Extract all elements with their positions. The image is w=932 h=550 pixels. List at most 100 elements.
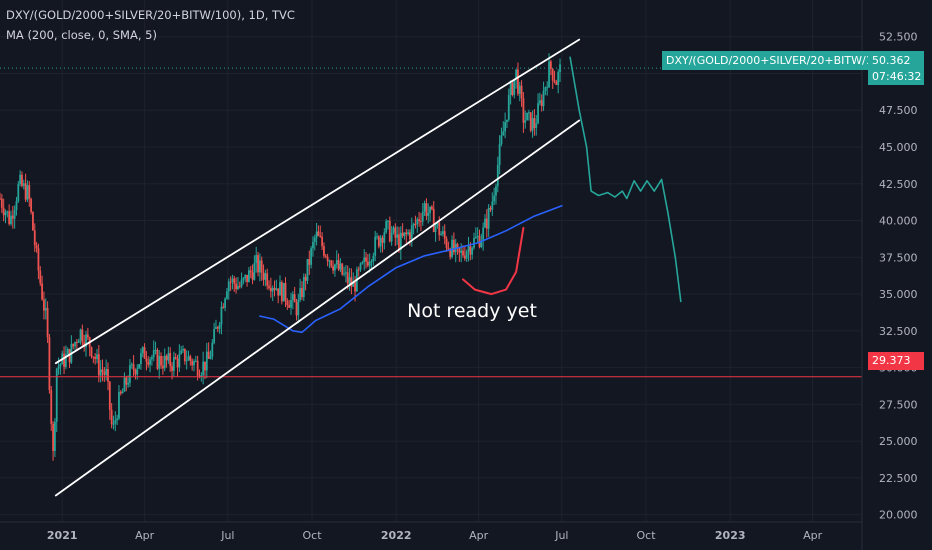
candle-body[interactable] xyxy=(127,382,130,385)
candle-body[interactable] xyxy=(474,236,477,239)
candle-body[interactable] xyxy=(387,220,389,222)
candle-body[interactable] xyxy=(138,364,140,369)
candle-body[interactable] xyxy=(147,361,150,365)
candle-body[interactable] xyxy=(152,350,155,358)
candle-body[interactable] xyxy=(119,391,122,394)
candle-body[interactable] xyxy=(248,270,250,283)
candle-body[interactable] xyxy=(171,366,173,371)
candle-body[interactable] xyxy=(227,281,230,292)
candle-body[interactable] xyxy=(202,361,205,376)
candle-body[interactable] xyxy=(297,299,300,316)
candle-body[interactable] xyxy=(54,421,56,451)
candle-body[interactable] xyxy=(163,355,166,369)
candle-body[interactable] xyxy=(507,95,510,120)
candle-body[interactable] xyxy=(414,223,417,225)
candle-body[interactable] xyxy=(258,260,261,273)
candle-body[interactable] xyxy=(30,198,33,213)
candle-body[interactable] xyxy=(118,391,120,419)
candle-body[interactable] xyxy=(44,307,47,311)
candle-body[interactable] xyxy=(526,112,528,121)
candle-body[interactable] xyxy=(185,360,188,362)
candle-body[interactable] xyxy=(344,272,347,274)
candlestick-series[interactable] xyxy=(0,53,561,461)
candle-body[interactable] xyxy=(15,201,18,210)
candle-body[interactable] xyxy=(398,234,400,250)
candle-body[interactable] xyxy=(449,249,452,257)
candle-body[interactable] xyxy=(321,236,324,247)
candle-body[interactable] xyxy=(235,283,237,290)
candle-body[interactable] xyxy=(416,219,419,225)
candle-body[interactable] xyxy=(286,300,289,306)
candle-body[interactable] xyxy=(92,356,95,358)
candle-body[interactable] xyxy=(46,307,49,338)
candle-body[interactable] xyxy=(238,285,241,287)
candle-body[interactable] xyxy=(326,256,329,262)
candle-body[interactable] xyxy=(112,423,115,425)
candle-body[interactable] xyxy=(328,260,331,262)
candle-body[interactable] xyxy=(116,418,119,421)
candle-body[interactable] xyxy=(97,354,100,376)
candle-body[interactable] xyxy=(555,81,558,86)
candle-body[interactable] xyxy=(242,278,245,280)
candle-body[interactable] xyxy=(74,342,76,347)
candle-body[interactable] xyxy=(372,255,375,262)
candle-body[interactable] xyxy=(134,370,137,375)
candle-body[interactable] xyxy=(551,68,554,81)
candle-body[interactable] xyxy=(204,361,206,371)
candle-body[interactable] xyxy=(237,285,239,290)
candle-body[interactable] xyxy=(279,282,281,296)
candle-body[interactable] xyxy=(205,351,208,371)
candle-body[interactable] xyxy=(509,82,512,96)
candle-body[interactable] xyxy=(21,174,23,186)
candle-body[interactable] xyxy=(72,343,75,347)
candle-body[interactable] xyxy=(460,250,463,253)
candle-body[interactable] xyxy=(209,356,212,359)
candle-body[interactable] xyxy=(500,135,503,144)
candle-body[interactable] xyxy=(405,232,408,235)
candle-body[interactable] xyxy=(431,206,433,210)
candle-body[interactable] xyxy=(251,272,254,280)
candle-body[interactable] xyxy=(121,391,124,394)
candle-body[interactable] xyxy=(396,234,399,238)
candle-body[interactable] xyxy=(502,131,505,136)
candle-body[interactable] xyxy=(19,174,22,184)
time-axis[interactable]: 2021 Apr Jul Oct 2022 Apr Jul Oct 2023 Apr xyxy=(0,521,862,542)
candle-body[interactable] xyxy=(167,352,170,361)
candle-body[interactable] xyxy=(537,103,539,124)
candle-body[interactable] xyxy=(176,358,179,368)
candle-body[interactable] xyxy=(96,354,98,360)
candle-body[interactable] xyxy=(515,69,518,80)
candle-body[interactable] xyxy=(165,355,168,361)
candle-body[interactable] xyxy=(105,369,108,375)
candle-body[interactable] xyxy=(17,183,20,202)
candle-body[interactable] xyxy=(10,215,12,224)
candle-body[interactable] xyxy=(421,211,424,222)
candle-body[interactable] xyxy=(28,185,31,199)
candle-body[interactable] xyxy=(282,282,285,302)
candle-body[interactable] xyxy=(302,276,305,298)
candle-body[interactable] xyxy=(394,227,397,238)
candle-body[interactable] xyxy=(246,274,248,283)
candle-body[interactable] xyxy=(290,300,292,308)
candle-body[interactable] xyxy=(432,209,435,232)
candle-body[interactable] xyxy=(77,340,80,343)
candle-body[interactable] xyxy=(0,198,3,208)
candle-body[interactable] xyxy=(388,220,391,242)
candle-body[interactable] xyxy=(218,324,221,329)
candle-body[interactable] xyxy=(66,349,69,355)
candle-body[interactable] xyxy=(383,232,386,243)
candle-body[interactable] xyxy=(324,255,327,257)
candle-body[interactable] xyxy=(513,79,516,95)
candle-body[interactable] xyxy=(549,61,552,69)
candle-body[interactable] xyxy=(140,353,142,365)
candle-body[interactable] xyxy=(482,227,485,241)
candle-body[interactable] xyxy=(64,354,67,367)
candle-body[interactable] xyxy=(462,250,464,256)
candle-body[interactable] xyxy=(107,369,109,382)
candle-body[interactable] xyxy=(211,342,214,357)
candle-body[interactable] xyxy=(528,112,530,114)
candle-body[interactable] xyxy=(443,231,446,239)
candle-body[interactable] xyxy=(224,298,227,308)
candle-body[interactable] xyxy=(81,329,84,343)
